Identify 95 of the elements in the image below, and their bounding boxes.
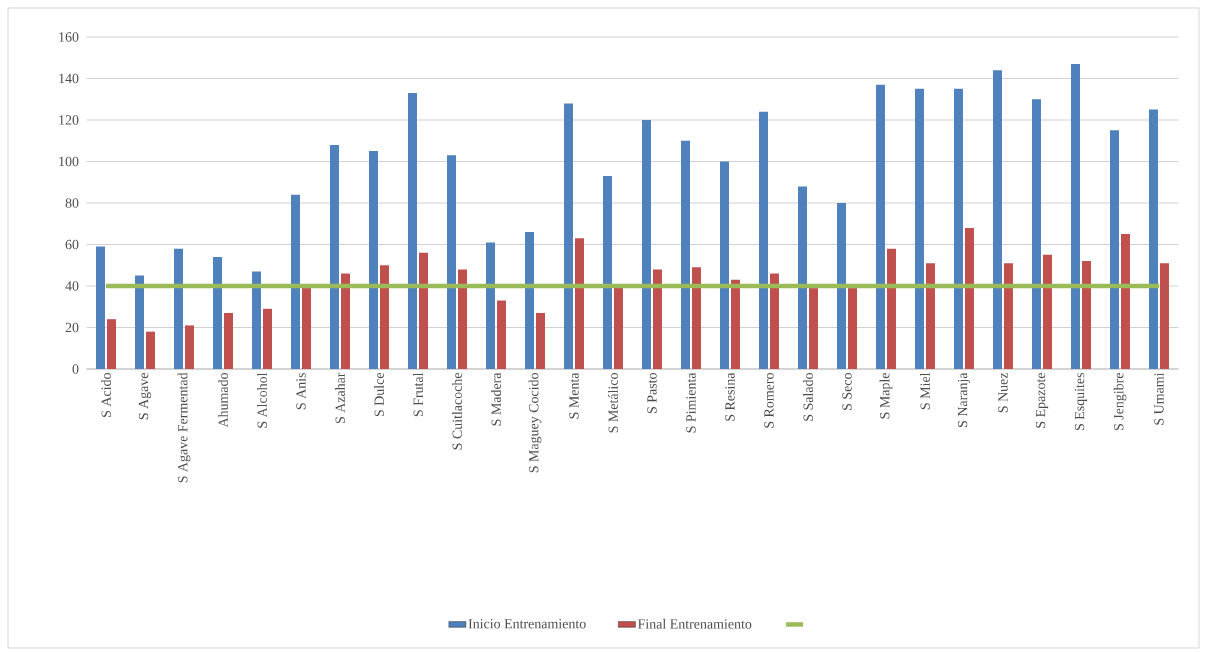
y-tick-label: 120 xyxy=(59,115,79,125)
bar xyxy=(691,267,701,369)
bar xyxy=(797,186,807,369)
bar xyxy=(1148,109,1158,369)
bar xyxy=(730,279,740,369)
legend-label: Final Entrenamiento xyxy=(637,618,752,629)
bar xyxy=(652,269,662,369)
y-tick-label: 20 xyxy=(65,322,79,333)
x-tick-label: S Cuitlacoche xyxy=(452,373,462,450)
x-tick-label: S Anis xyxy=(296,373,306,410)
x-tick-label: S Naranja xyxy=(957,372,971,427)
bar xyxy=(224,312,234,369)
x-tick-label: S Maguey Cocido xyxy=(528,373,542,473)
y-tick-label: 60 xyxy=(65,239,79,250)
bar xyxy=(847,288,857,369)
bar xyxy=(1070,63,1080,369)
bar xyxy=(564,103,573,369)
x-tick-label: S Nuez xyxy=(998,372,1008,413)
bar xyxy=(213,256,222,369)
legend-label: Inicio Entrenamiento xyxy=(468,619,586,629)
bar xyxy=(964,227,974,369)
bar xyxy=(302,288,311,369)
x-tick-label: S Miel xyxy=(920,372,930,410)
bar xyxy=(525,232,534,369)
x-tick-label: S Resina xyxy=(725,372,735,421)
x-tick-label: S Agave xyxy=(138,373,152,420)
x-tick-label: S Umami xyxy=(1154,372,1164,425)
bar xyxy=(836,202,846,369)
x-tick-label: Ahumado xyxy=(218,373,228,428)
x-tick-label: S Frutal xyxy=(413,372,423,417)
bar xyxy=(252,271,261,369)
bar xyxy=(135,275,145,369)
bar xyxy=(641,119,651,369)
bar xyxy=(447,155,456,369)
x-tick-label: S Pasto xyxy=(647,373,657,414)
y-tick-label: 160 xyxy=(59,32,79,42)
x-tick-label: S Esquites xyxy=(1074,373,1088,431)
bar xyxy=(1159,263,1169,369)
x-tick-label: S Azahar xyxy=(335,372,345,424)
bar xyxy=(174,248,184,369)
bar xyxy=(96,246,106,369)
x-tick-label: S Pimienta xyxy=(686,372,696,433)
bar xyxy=(185,325,195,369)
y-tick-label: 80 xyxy=(65,198,79,208)
bar xyxy=(719,161,729,369)
x-tick-label: S Alcohol xyxy=(257,372,267,428)
x-tick-label: S Acido xyxy=(101,373,111,417)
x-tick-label: S Jengibre xyxy=(1113,373,1127,431)
x-tick-label: S Epazote xyxy=(1035,373,1049,428)
bar xyxy=(875,84,885,369)
bar xyxy=(146,331,156,369)
bar xyxy=(107,319,117,369)
bar xyxy=(330,144,339,369)
bar xyxy=(613,285,623,369)
bar xyxy=(263,308,272,369)
bar xyxy=(808,288,818,369)
bar xyxy=(914,88,924,369)
bar xyxy=(497,300,506,369)
bar xyxy=(602,176,612,369)
bar xyxy=(536,312,545,369)
x-tick-label: S Madera xyxy=(491,372,501,426)
bar xyxy=(369,151,378,369)
bar xyxy=(380,265,389,369)
bar xyxy=(1120,234,1130,369)
x-tick-label: S Metálico xyxy=(608,373,618,433)
bar xyxy=(953,88,963,369)
bar xyxy=(992,70,1002,369)
y-tick-label: 100 xyxy=(59,156,79,167)
bar xyxy=(575,238,584,369)
y-tick-label: 40 xyxy=(65,281,79,291)
bar xyxy=(1081,261,1091,369)
bar xyxy=(925,263,935,369)
bar xyxy=(1031,99,1041,369)
x-tick-label: S Maple xyxy=(879,373,893,419)
bar xyxy=(1109,130,1119,369)
bar xyxy=(419,252,428,369)
bar xyxy=(458,269,467,369)
x-tick-label: S Seco xyxy=(842,373,852,410)
bar xyxy=(886,248,896,369)
bar xyxy=(680,140,690,369)
bar xyxy=(1042,254,1052,369)
bar xyxy=(291,194,300,369)
bar xyxy=(486,242,495,369)
bar xyxy=(1003,263,1013,369)
x-tick-label: S Salado xyxy=(803,373,813,421)
x-tick-label: S Romero xyxy=(764,373,774,428)
y-tick-label: 140 xyxy=(59,73,79,84)
bar xyxy=(341,273,350,369)
y-tick-label: 0 xyxy=(72,364,79,374)
bar xyxy=(769,273,779,369)
x-tick-label: S Dulce xyxy=(374,373,384,417)
x-tick-label: S Agave Fermentad xyxy=(177,372,191,483)
bar xyxy=(758,111,768,369)
x-tick-label: S Menta xyxy=(569,372,579,419)
bar xyxy=(408,93,417,369)
